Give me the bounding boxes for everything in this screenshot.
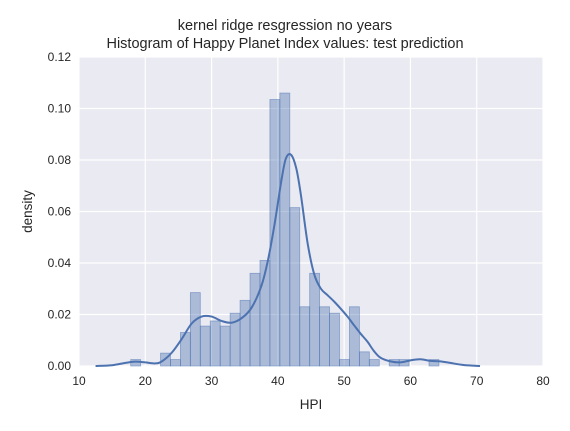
x-tick-label: 50 — [337, 374, 351, 388]
histogram-bar — [170, 359, 181, 367]
histogram-bar — [368, 359, 380, 367]
y-axis-label: density — [20, 190, 35, 233]
x-tick-label: 70 — [470, 374, 484, 388]
y-tick-label: 0.04 — [48, 256, 72, 270]
histogram-bar — [209, 320, 221, 367]
grid-lines — [78, 56, 544, 367]
y-tick-labels: 0.00 0.02 0.04 0.06 0.08 0.10 0.12 — [48, 50, 72, 373]
kde-line — [95, 153, 481, 367]
x-tick-labels: 10 20 30 40 50 60 70 80 — [72, 374, 550, 388]
y-tick-label: 0.06 — [48, 205, 72, 219]
x-axis-label: HPI — [300, 397, 323, 412]
histogram-bar — [289, 207, 301, 367]
x-tick-label: 80 — [536, 374, 550, 388]
histogram-bar — [428, 359, 440, 367]
y-tick-label: 0.00 — [48, 359, 72, 373]
x-tick-label: 10 — [72, 374, 86, 388]
y-tick-label: 0.10 — [48, 102, 72, 116]
histogram-bar — [249, 272, 261, 367]
histogram-bar — [319, 306, 330, 367]
x-tick-label: 60 — [404, 374, 418, 388]
x-tick-label: 20 — [139, 374, 153, 388]
histogram-bar — [189, 292, 201, 367]
chart-subtitle: Histogram of Happy Planet Index values: … — [106, 36, 464, 52]
x-tick-label: 30 — [205, 374, 219, 388]
y-tick-label: 0.02 — [48, 308, 72, 322]
histogram-bar — [358, 351, 370, 367]
histogram-bar — [269, 99, 281, 367]
histogram-bar — [299, 306, 311, 367]
chart-title: kernel ridge resgression no years — [177, 18, 393, 34]
histogram-bar — [279, 92, 291, 367]
kde-line-layer — [95, 153, 481, 367]
histogram-bar — [239, 299, 251, 367]
histogram-bar — [349, 306, 360, 367]
histogram-bar — [199, 325, 211, 367]
histogram-bars — [130, 92, 440, 367]
y-tick-label: 0.12 — [48, 50, 72, 64]
histogram-bar — [309, 272, 321, 367]
histogram-bar — [339, 359, 350, 367]
y-tick-label: 0.08 — [48, 153, 72, 167]
histogram-bar — [329, 312, 340, 367]
histogram-bar — [219, 325, 231, 367]
x-tick-label: 40 — [271, 374, 285, 388]
